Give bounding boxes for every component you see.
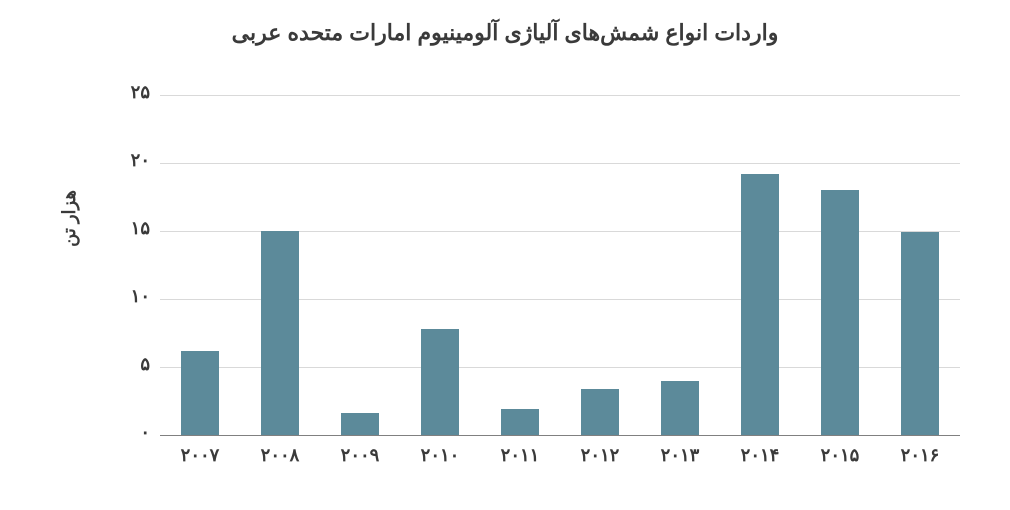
- y-tick-label: ۲۰: [90, 150, 150, 171]
- y-axis-label: هزار تن: [58, 190, 80, 247]
- bar: [581, 389, 619, 435]
- bar: [261, 231, 299, 435]
- y-tick-label: ۰: [90, 422, 150, 443]
- x-tick-label: ۲۰۰۸: [240, 445, 320, 466]
- y-tick-label: ۵: [90, 354, 150, 375]
- bar-chart: واردات انواع شمش‌های آلیاژی آلومینیوم ام…: [0, 0, 1010, 510]
- bar: [821, 190, 859, 435]
- bar: [661, 381, 699, 435]
- x-tick-label: ۲۰۱۶: [880, 445, 960, 466]
- bar: [901, 232, 939, 435]
- x-tick-label: ۲۰۱۱: [480, 445, 560, 466]
- x-tick-label: ۲۰۱۰: [400, 445, 480, 466]
- y-tick-label: ۱۰: [90, 286, 150, 307]
- bar: [741, 174, 779, 435]
- x-tick-label: ۲۰۱۵: [800, 445, 880, 466]
- y-tick-label: ۱۵: [90, 218, 150, 239]
- grid-line: [160, 95, 960, 96]
- grid-line: [160, 163, 960, 164]
- bar: [341, 413, 379, 435]
- bar: [501, 409, 539, 435]
- bar: [421, 329, 459, 435]
- x-tick-label: ۲۰۰۷: [160, 445, 240, 466]
- x-tick-label: ۲۰۱۲: [560, 445, 640, 466]
- chart-title: واردات انواع شمش‌های آلیاژی آلومینیوم ام…: [0, 20, 1010, 46]
- plot-area: ۰۵۱۰۱۵۲۰۲۵۲۰۰۷۲۰۰۸۲۰۰۹۲۰۱۰۲۰۱۱۲۰۱۲۲۰۱۳۲۰…: [160, 95, 960, 435]
- x-tick-label: ۲۰۱۳: [640, 445, 720, 466]
- bar: [181, 351, 219, 435]
- axis-baseline: [160, 435, 960, 436]
- y-tick-label: ۲۵: [90, 82, 150, 103]
- x-tick-label: ۲۰۰۹: [320, 445, 400, 466]
- x-tick-label: ۲۰۱۴: [720, 445, 800, 466]
